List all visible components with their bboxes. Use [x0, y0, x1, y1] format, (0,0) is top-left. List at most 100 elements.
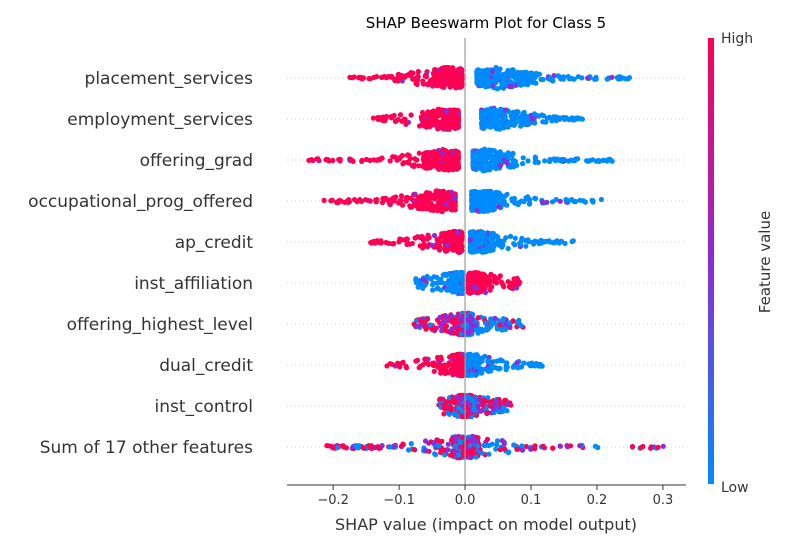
shap-point [416, 196, 421, 201]
shap-point [508, 84, 513, 89]
shap-point [507, 320, 512, 325]
shap-point [470, 398, 475, 403]
shap-point [437, 315, 442, 320]
shap-point [412, 322, 417, 327]
shap-point [441, 190, 446, 195]
shap-point [475, 404, 480, 409]
shap-point [390, 362, 395, 367]
shap-point [403, 364, 408, 369]
shap-point [544, 200, 549, 205]
shap-point [523, 72, 528, 77]
shap-point [410, 241, 415, 246]
shap-point [558, 199, 563, 204]
shap-point [572, 77, 577, 82]
shap-point [499, 245, 504, 250]
shap-point [559, 157, 564, 162]
shap-point [475, 360, 480, 365]
shap-point [336, 157, 341, 162]
shap-point [500, 327, 505, 332]
shap-point [403, 117, 408, 122]
shap-point [351, 159, 356, 164]
shap-point [423, 448, 428, 453]
shap-point [420, 110, 425, 115]
shap-point [432, 369, 437, 374]
shap-point [452, 195, 457, 200]
feature-label: dual_credit [159, 356, 253, 376]
shap-point [455, 81, 460, 86]
shap-point [471, 194, 476, 199]
shap-point [497, 358, 502, 363]
shap-point [496, 70, 501, 75]
shap-point [352, 74, 357, 79]
shap-point [509, 196, 514, 201]
shap-point [446, 115, 451, 120]
shap-point [368, 198, 373, 203]
shap-point [309, 157, 314, 162]
shap-point [436, 443, 441, 448]
shap-point [504, 203, 509, 208]
shap-point [525, 158, 530, 163]
shap-point [453, 243, 458, 248]
shap-point [404, 242, 409, 247]
shap-point [416, 285, 421, 290]
shap-point [400, 153, 405, 158]
shap-point [441, 165, 446, 170]
shap-point [428, 276, 433, 281]
shap-point [510, 162, 515, 167]
shap-point [456, 353, 461, 358]
shap-point [547, 238, 552, 243]
shap-point [467, 273, 472, 278]
shap-point [468, 280, 473, 285]
shap-point [535, 72, 540, 77]
shap-point [505, 124, 510, 129]
shap-point [565, 198, 570, 203]
shap-point [475, 352, 480, 357]
shap-point [434, 110, 439, 115]
shap-point [422, 283, 427, 288]
shap-point [447, 201, 452, 206]
shap-point [482, 398, 487, 403]
shap-point [498, 238, 503, 243]
shap-point [496, 204, 501, 209]
shap-point [536, 114, 541, 119]
shap-point [419, 115, 424, 120]
shap-point [532, 111, 537, 116]
shap-point [453, 443, 458, 448]
shap-point [470, 155, 475, 160]
shap-point [569, 116, 574, 121]
shap-point [396, 239, 401, 244]
shap-point [609, 75, 614, 80]
shap-point [443, 232, 448, 237]
shap-point [478, 284, 483, 289]
shap-point [425, 244, 430, 249]
shap-point [480, 403, 485, 408]
shap-point [558, 75, 563, 80]
shap-point [454, 159, 459, 164]
shap-point [423, 164, 428, 169]
shap-point [435, 208, 440, 213]
shap-point [504, 408, 509, 413]
shap-point [570, 239, 575, 244]
shap-point [485, 208, 490, 213]
shap-point [390, 154, 395, 159]
shap-point [484, 167, 489, 172]
shap-point [513, 236, 518, 241]
shap-point [455, 414, 460, 419]
shap-point [460, 362, 465, 367]
shap-point [515, 280, 520, 285]
shap-point [509, 281, 514, 286]
feature-label: employment_services [67, 110, 253, 130]
shap-point [437, 247, 442, 252]
data-points [306, 65, 666, 461]
shap-point [455, 435, 460, 440]
shap-point [540, 119, 545, 124]
shap-point [442, 406, 447, 411]
shap-point [376, 117, 381, 122]
shap-point [442, 272, 447, 277]
shap-point [538, 362, 543, 367]
shap-point [423, 438, 428, 443]
shap-point [488, 125, 493, 130]
shap-point [387, 444, 392, 449]
shap-point [430, 287, 435, 292]
shap-point [508, 234, 513, 239]
